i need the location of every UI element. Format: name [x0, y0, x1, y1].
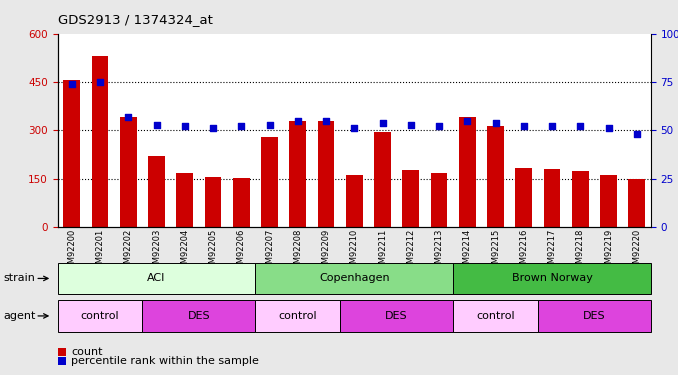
Point	[405, 122, 416, 128]
Point	[179, 123, 190, 129]
Text: Copenhagen: Copenhagen	[319, 273, 390, 284]
Point	[462, 118, 473, 124]
Text: strain: strain	[3, 273, 35, 284]
Bar	[402, 170, 419, 227]
Point	[518, 123, 529, 129]
Bar	[317, 121, 334, 227]
Point	[490, 120, 501, 126]
Text: count: count	[71, 347, 102, 357]
Point	[292, 118, 303, 124]
Point	[66, 81, 77, 87]
Bar	[261, 137, 278, 227]
Bar	[63, 80, 80, 227]
Bar	[459, 117, 476, 227]
Bar	[233, 178, 250, 227]
Bar	[120, 117, 137, 227]
Bar	[205, 177, 222, 227]
Point	[575, 123, 586, 129]
Text: DES: DES	[583, 311, 605, 321]
Bar	[572, 171, 589, 227]
Text: agent: agent	[3, 311, 36, 321]
Bar	[374, 132, 391, 227]
Text: ACI: ACI	[147, 273, 165, 284]
Point	[434, 123, 445, 129]
Text: DES: DES	[385, 311, 408, 321]
Point	[151, 122, 162, 128]
Bar	[544, 169, 561, 227]
Point	[631, 131, 642, 137]
Text: percentile rank within the sample: percentile rank within the sample	[71, 356, 259, 366]
Point	[207, 125, 218, 131]
Bar	[92, 56, 108, 227]
Text: DES: DES	[188, 311, 210, 321]
Point	[321, 118, 332, 124]
Text: Brown Norway: Brown Norway	[512, 273, 593, 284]
Bar	[431, 173, 447, 227]
Bar	[148, 156, 165, 227]
Bar	[487, 126, 504, 227]
Text: control: control	[279, 311, 317, 321]
Point	[236, 123, 247, 129]
Text: control: control	[476, 311, 515, 321]
Bar	[346, 176, 363, 227]
Text: control: control	[81, 311, 119, 321]
Point	[377, 120, 388, 126]
Text: GDS2913 / 1374324_at: GDS2913 / 1374324_at	[58, 13, 212, 26]
Point	[348, 125, 359, 131]
Point	[94, 79, 106, 85]
Point	[546, 123, 557, 129]
Point	[123, 114, 134, 120]
Point	[264, 122, 275, 128]
Bar	[515, 168, 532, 227]
Bar	[176, 173, 193, 227]
Bar	[290, 121, 306, 227]
Bar	[629, 179, 645, 227]
Point	[603, 125, 614, 131]
Bar	[600, 176, 617, 227]
